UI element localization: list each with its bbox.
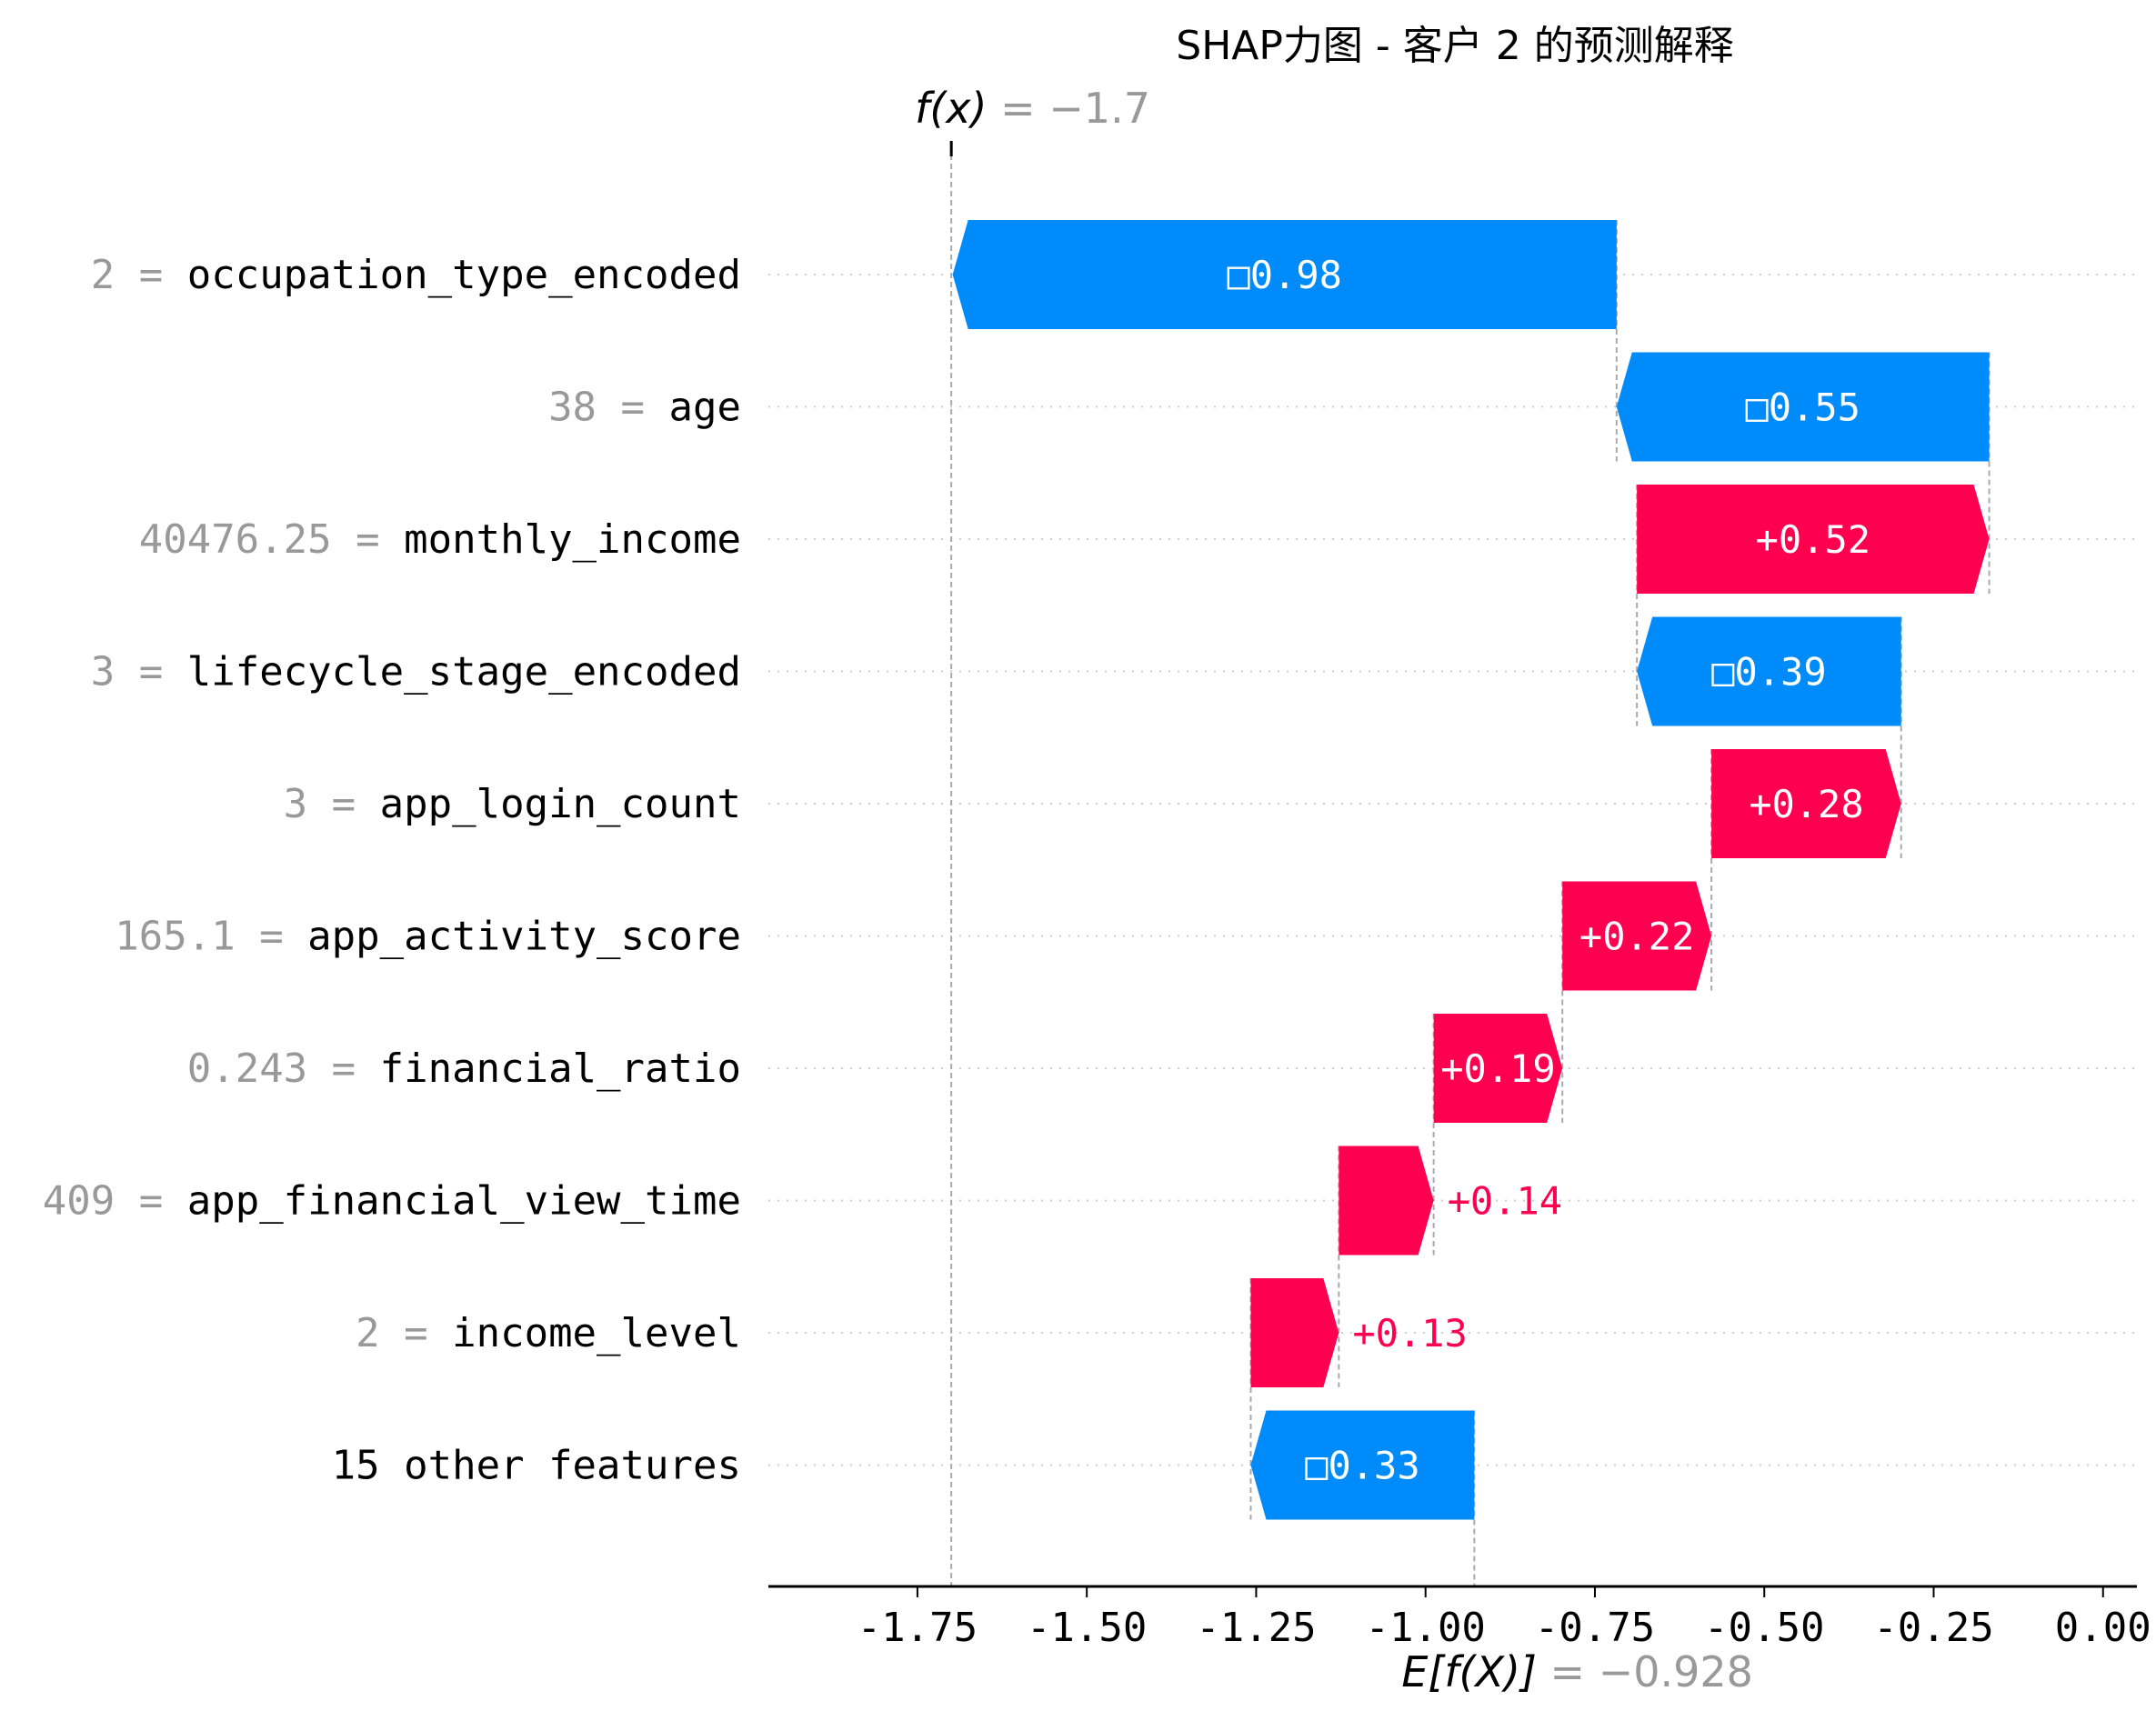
- x-tick-label: -1.75: [857, 1605, 978, 1651]
- feature-name: app_financial_view_time: [187, 1178, 741, 1225]
- chart-title: SHAP力图 - 客户 2 的预测解释: [1176, 23, 1733, 69]
- bar-financial-ratio: [1433, 1014, 1563, 1123]
- feature-name: income_level: [452, 1310, 741, 1356]
- feature-value: 3 =: [91, 649, 187, 695]
- x-tick-label: -1.50: [1027, 1605, 1147, 1651]
- feature-label: 3 = app_login_count: [284, 781, 741, 827]
- contribution-label: +0.14: [1448, 1179, 1562, 1224]
- feature-name: app_login_count: [380, 781, 741, 827]
- feature-label: 15 other features: [332, 1443, 741, 1489]
- feature-name: age: [669, 385, 741, 431]
- feature-name: occupation_type_encoded: [187, 252, 741, 298]
- feature-label: 409 = app_financial_view_time: [43, 1178, 741, 1225]
- bar-app-activity-score: [1562, 881, 1712, 991]
- feature-label: 165.1 = app_activity_score: [115, 914, 741, 960]
- feature-value: 165.1 =: [115, 914, 307, 960]
- bar-occupation-type-encoded: [952, 220, 1617, 329]
- bar-app-financial-view-time: [1339, 1146, 1434, 1256]
- feature-label: 0.243 = financial_ratio: [187, 1046, 741, 1092]
- bar-15-other-features: [1250, 1410, 1475, 1520]
- feature-value: 3 =: [284, 781, 380, 827]
- base-value-label: E[f(X)]: [1401, 1647, 1549, 1696]
- fx-annotation: f(x) = −1.7: [915, 84, 1150, 133]
- x-tick-label: 0.00: [2055, 1605, 2151, 1651]
- bar-monthly-income: [1637, 485, 1990, 594]
- contribution-label: □0.39: [1711, 650, 1826, 695]
- x-tick-label: -1.00: [1365, 1605, 1485, 1651]
- feature-labels: □0.98 2 = occupation_type_encoded □0.55 38 …: [43, 252, 1870, 1489]
- base-value-annotation: E[f(X)] = −0.928: [1401, 1647, 1753, 1696]
- fx-label: f(x): [915, 84, 1000, 133]
- feature-label: 3 = lifecycle_stage_encoded: [91, 649, 741, 695]
- x-tick-label: -0.25: [1873, 1605, 1993, 1651]
- bar-app-login-count: [1711, 749, 1901, 858]
- x-tick-label: -0.50: [1704, 1605, 1824, 1651]
- fx-value: = −1.7: [1000, 84, 1150, 133]
- contribution-label: □0.98: [1228, 253, 1342, 297]
- feature-name: monthly_income: [404, 516, 741, 563]
- contribution-label: □0.55: [1745, 385, 1860, 430]
- feature-value: 2 =: [356, 1310, 452, 1356]
- contribution-label: +0.13: [1352, 1311, 1467, 1356]
- feature-value: 40476.25 =: [139, 516, 404, 563]
- contribution-label: +0.28: [1749, 782, 1863, 826]
- annotations: f(x) = −1.7 E[f(X)] = −0.928: [915, 84, 1753, 1696]
- feature-label: 2 = occupation_type_encoded: [91, 252, 741, 298]
- feature-value: 38 =: [548, 385, 668, 431]
- bar-age: [1616, 352, 1990, 462]
- x-tick-label: -1.25: [1196, 1605, 1316, 1651]
- feature-name: financial_ratio: [380, 1046, 741, 1092]
- contribution-label: +0.22: [1579, 915, 1694, 959]
- feature-name: app_activity_score: [307, 914, 741, 960]
- bar-income-level: [1250, 1278, 1339, 1387]
- feature-value: 2 =: [91, 252, 187, 298]
- base-value-value: = −0.928: [1550, 1647, 1753, 1696]
- feature-label: 38 = age: [548, 385, 741, 431]
- contribution-label: +0.19: [1440, 1046, 1555, 1091]
- feature-value: 0.243 =: [187, 1046, 380, 1092]
- x-tick-label: -0.75: [1535, 1605, 1655, 1651]
- feature-name: lifecycle_stage_encoded: [187, 649, 741, 695]
- contribution-label: +0.52: [1756, 517, 1870, 562]
- bar-lifecycle-stage-encoded: [1637, 616, 1901, 726]
- feature-name: 15 other features: [332, 1443, 741, 1489]
- bars: [952, 220, 1990, 1520]
- contribution-label: □0.33: [1305, 1444, 1419, 1488]
- feature-label: 2 = income_level: [356, 1310, 741, 1356]
- x-axis: -1.75 -1.50 -1.25 -1.00 -0.75 -0.50 -0.25 0.00: [768, 1585, 2151, 1651]
- feature-value: 409 =: [43, 1178, 187, 1225]
- feature-label: 40476.25 = monthly_income: [139, 516, 741, 563]
